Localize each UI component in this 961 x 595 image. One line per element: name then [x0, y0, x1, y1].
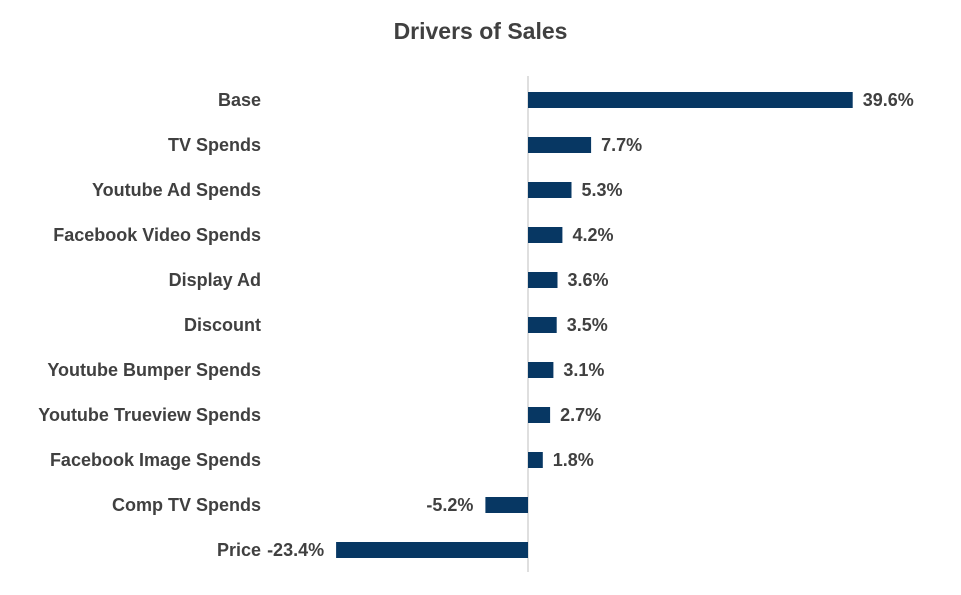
data-label: 4.2%: [572, 225, 613, 245]
data-label: 5.3%: [581, 180, 622, 200]
data-label: 1.8%: [553, 450, 594, 470]
bar-price: [336, 542, 528, 558]
category-label: Display Ad: [169, 270, 261, 290]
category-label: Facebook Image Spends: [50, 450, 261, 470]
category-label: Discount: [184, 315, 261, 335]
data-label: 7.7%: [601, 135, 642, 155]
category-label: TV Spends: [168, 135, 261, 155]
data-label: -5.2%: [426, 495, 473, 515]
category-label: Youtube Trueview Spends: [38, 405, 261, 425]
data-label: 3.1%: [563, 360, 604, 380]
bar-youtube-ad-spends: [528, 182, 572, 198]
category-label: Youtube Ad Spends: [92, 180, 261, 200]
category-label: Comp TV Spends: [112, 495, 261, 515]
data-label: -23.4%: [267, 540, 324, 560]
bar-youtube-trueview-spends: [528, 407, 551, 423]
bar-facebook-image-spends: [528, 452, 543, 468]
bar-discount: [528, 317, 557, 333]
bar-base: [528, 92, 853, 108]
data-label: 3.6%: [568, 270, 609, 290]
category-label: Youtube Bumper Spends: [47, 360, 261, 380]
category-label: Facebook Video Spends: [53, 225, 261, 245]
chart-title: Drivers of Sales: [393, 18, 568, 44]
bar-facebook-video-spends: [528, 227, 563, 243]
bar-comp-tv-spends: [485, 497, 528, 513]
bar-tv-spends: [528, 137, 592, 153]
bar-display-ad: [528, 272, 558, 288]
data-label: 3.5%: [567, 315, 608, 335]
data-label: 2.7%: [560, 405, 601, 425]
category-label: Price: [217, 540, 261, 560]
category-label: Base: [218, 90, 261, 110]
bar-youtube-bumper-spends: [528, 362, 554, 378]
data-label: 39.6%: [863, 90, 914, 110]
